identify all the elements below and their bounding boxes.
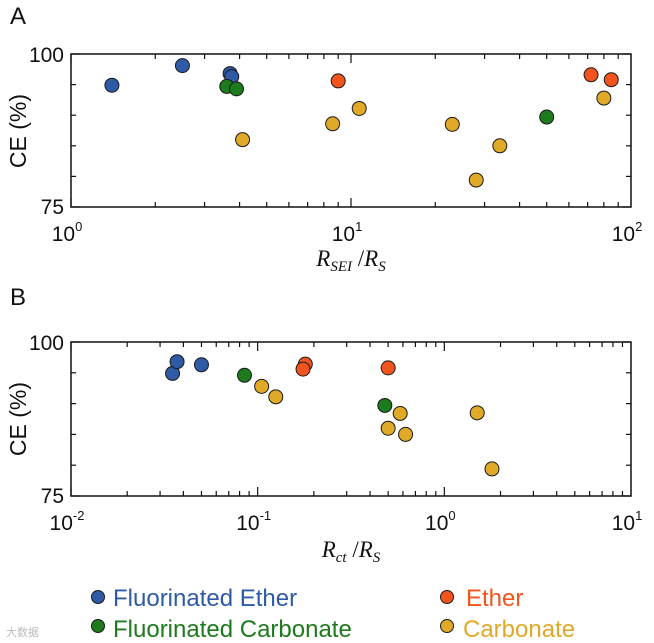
panel-a-point-carbonate	[492, 138, 508, 154]
panel-b-x-ticks: 10-2 10-1 100 101	[50, 341, 643, 535]
panel-a-point-fluorinated-ether	[104, 77, 120, 93]
panel-b-point-carbonate	[398, 426, 414, 442]
legend-item-fluorinated-carbonate: Fluorinated Carbonate	[91, 616, 352, 643]
panel-b-point-fluorinated-ether	[169, 354, 185, 370]
panel-b-point-carbonate	[254, 378, 270, 394]
legend: Fluorinated Ether Ether Fluorinated Carb…	[91, 585, 575, 643]
legend-label-carbonate: Carbonate	[463, 616, 575, 643]
panel-b-plot-frame	[70, 341, 632, 497]
legend-marker-fluorinated-carbonate	[91, 619, 105, 633]
panel-b-point-ether	[380, 360, 396, 376]
panel-a-xtick-label: 101	[332, 219, 363, 246]
panel-a-ytick-75: 75	[41, 196, 64, 219]
panel-a: A CE (%) 100 75 100 101 102 RSEI /RS	[5, 3, 642, 275]
panel-b-letter: B	[10, 284, 26, 311]
legend-item-carbonate: Carbonate	[440, 616, 575, 643]
panel-a-point-carbonate	[235, 132, 251, 148]
legend-marker-ether	[440, 590, 454, 604]
panel-a-xtick-label: 100	[52, 219, 83, 246]
panel-a-point-ether	[330, 73, 346, 89]
legend-label-fluorinated-ether: Fluorinated Ether	[113, 585, 297, 612]
panel-b-xtick-label: 101	[612, 508, 643, 535]
panel-b-point-fluorinated-carbonate	[377, 397, 393, 413]
panel-a-point-fluorinated-carbonate	[539, 109, 555, 125]
panel-a-point-ether	[583, 67, 599, 83]
panel-a-point-fluorinated-carbonate	[228, 81, 244, 97]
legend-marker-fluorinated-ether	[91, 590, 105, 604]
panel-b-points	[165, 354, 500, 477]
panel-a-point-carbonate	[596, 90, 612, 106]
panel-b-xtick-label: 10-1	[236, 508, 271, 535]
panel-a-ytick-100: 100	[29, 44, 64, 67]
legend-label-fluorinated-carbonate: Fluorinated Carbonate	[113, 616, 352, 643]
panel-a-point-carbonate	[468, 172, 484, 188]
panel-b-point-carbonate	[380, 420, 396, 436]
panel-b: B CE (%) 100 75 10-2 10-1 100 101 Rct /RS	[5, 284, 642, 566]
legend-label-ether: Ether	[466, 585, 523, 612]
panel-b-point-carbonate	[469, 405, 485, 421]
panel-a-point-carbonate	[351, 100, 367, 116]
panel-a-point-ether	[603, 72, 619, 88]
legend-marker-carbonate	[440, 619, 454, 633]
panel-b-point-carbonate	[392, 405, 408, 421]
panel-a-plot-frame	[70, 53, 632, 208]
panel-b-point-carbonate	[268, 389, 284, 405]
panel-b-point-ether	[295, 361, 311, 377]
panel-b-point-fluorinated-carbonate	[236, 367, 252, 383]
panel-a-point-carbonate	[444, 116, 460, 132]
panel-b-xtick-label: 100	[425, 508, 456, 535]
legend-item-fluorinated-ether: Fluorinated Ether	[91, 585, 297, 612]
panel-a-y-axis-label: CE (%)	[5, 94, 31, 168]
panel-a-letter: A	[10, 3, 26, 30]
panel-b-y-axis-label: CE (%)	[5, 382, 31, 456]
watermark: 大数据	[6, 625, 39, 639]
panel-a-point-fluorinated-ether	[174, 58, 190, 74]
panel-b-ytick-100: 100	[29, 332, 64, 355]
panel-b-point-carbonate	[484, 461, 500, 477]
panel-a-x-axis-label: RSEI /RS	[315, 246, 386, 275]
panel-a-xtick-label: 102	[612, 219, 643, 246]
panel-a-x-ticks: 100 101 102	[52, 53, 643, 246]
panel-a-point-carbonate	[325, 116, 341, 132]
panel-b-ytick-75: 75	[41, 485, 64, 508]
panel-a-points	[104, 58, 619, 188]
panel-b-xtick-label: 10-2	[50, 508, 85, 535]
panel-b-point-fluorinated-ether	[193, 357, 209, 373]
legend-item-ether: Ether	[440, 585, 523, 612]
panel-b-x-axis-label: Rct /RS	[321, 537, 381, 566]
